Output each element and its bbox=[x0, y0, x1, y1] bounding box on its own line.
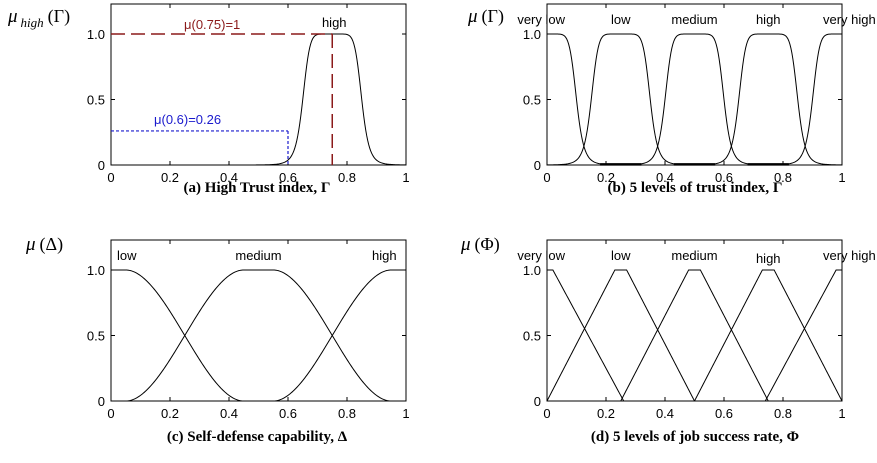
x-tick-label: 0.4 bbox=[656, 170, 674, 185]
y-tick-label: 0 bbox=[98, 394, 105, 409]
mf-label: low bbox=[117, 248, 137, 263]
x-tick-label: 1 bbox=[838, 406, 845, 421]
axes-frame bbox=[110, 239, 407, 402]
chart-caption: (d) 5 levels of job success rate, Φ bbox=[591, 429, 799, 445]
ylabel-argument: (Γ) bbox=[48, 6, 70, 27]
annotation-label: μ(0.6)=0.26 bbox=[154, 112, 221, 127]
mf-label: high bbox=[756, 251, 781, 266]
x-tick-label: 0.8 bbox=[338, 406, 356, 421]
series-line-medium bbox=[111, 269, 406, 402]
y-tick-label: 0.5 bbox=[523, 329, 541, 344]
axes-frame bbox=[546, 239, 843, 402]
y-tick-label: 0 bbox=[534, 394, 541, 409]
annotation-label: μ(0.75)=1 bbox=[184, 17, 240, 32]
mf-label: very low bbox=[517, 12, 565, 27]
mf-label: medium bbox=[671, 12, 717, 27]
x-tick-label: 1 bbox=[838, 170, 845, 185]
x-tick-label: 0.2 bbox=[597, 170, 615, 185]
x-tick-label: 0.6 bbox=[279, 406, 297, 421]
series-line-very-low bbox=[547, 269, 842, 402]
chart-caption: (c) Self-defense capability, Δ bbox=[167, 429, 348, 445]
mf-label: very low bbox=[517, 248, 565, 263]
mf-label: very high bbox=[823, 248, 876, 263]
mf-label: low bbox=[611, 12, 631, 27]
x-tick-label: 0.8 bbox=[338, 170, 356, 185]
y-axis-label: μ (Φ) bbox=[460, 234, 500, 255]
x-tick-label: 0 bbox=[107, 170, 114, 185]
y-tick-label: 1.0 bbox=[523, 27, 541, 42]
x-tick-label: 0.8 bbox=[774, 170, 792, 185]
chart-caption: (b) 5 levels of trust index, Γ bbox=[608, 180, 783, 196]
x-tick-label: 0.6 bbox=[279, 170, 297, 185]
series-line-high bbox=[111, 269, 406, 402]
x-tick-label: 0.4 bbox=[656, 406, 674, 421]
mf-label: low bbox=[611, 248, 631, 263]
series-line-low bbox=[111, 269, 406, 402]
x-tick-label: 0 bbox=[543, 170, 550, 185]
x-tick-label: 1 bbox=[402, 406, 409, 421]
x-tick-label: 0.6 bbox=[715, 170, 733, 185]
x-tick-label: 0 bbox=[107, 406, 114, 421]
x-tick-label: 0.6 bbox=[715, 406, 733, 421]
mf-label: very high bbox=[823, 12, 876, 27]
y-tick-label: 1.0 bbox=[87, 27, 105, 42]
series-line-high bbox=[111, 33, 407, 166]
mf-label: high bbox=[322, 15, 347, 30]
series-line-high bbox=[547, 269, 843, 402]
chart-panel-2: 0 0.2 0.4 0.6 0.8 1 0 0.5 1.0 low medium high μ (Δ) (c… bbox=[25, 234, 410, 445]
series-line-very-high bbox=[547, 269, 842, 402]
series-line-low bbox=[546, 269, 842, 402]
y-tick-label: 1.0 bbox=[523, 263, 541, 278]
x-tick-label: 0.4 bbox=[220, 170, 238, 185]
y-axis-label: μ (Γ) bbox=[467, 6, 504, 27]
y-tick-label: 0.5 bbox=[523, 93, 541, 108]
ylabel-symbol: μ bbox=[460, 234, 471, 255]
chart-caption: (a) High Trust index, Γ bbox=[184, 180, 331, 196]
y-axis-label: μ (Δ) bbox=[25, 234, 63, 255]
x-tick-label: 0.2 bbox=[597, 406, 615, 421]
y-axis-label: μ high (Γ) bbox=[7, 6, 70, 30]
ylabel-argument: (Γ) bbox=[482, 6, 504, 27]
mf-label: medium bbox=[235, 248, 281, 263]
x-tick-label: 0.8 bbox=[774, 406, 792, 421]
mf-label: high bbox=[372, 248, 397, 263]
axes-frame bbox=[110, 3, 407, 166]
y-tick-label: 0 bbox=[98, 158, 105, 173]
x-tick-label: 1 bbox=[402, 170, 409, 185]
y-tick-label: 0 bbox=[534, 158, 541, 173]
ylabel-symbol: μ bbox=[25, 234, 36, 255]
ylabel-subscript: high bbox=[21, 15, 44, 30]
ylabel-symbol: μ bbox=[467, 6, 478, 27]
chart-panel-0: 0 0.2 0.4 0.6 0.8 1 0 0.5 1.0 high μ(0.75)=1 μ(0.6)… bbox=[7, 3, 410, 196]
x-tick-label: 0.4 bbox=[220, 406, 238, 421]
y-tick-label: 0.5 bbox=[87, 329, 105, 344]
ylabel-argument: (Φ) bbox=[475, 234, 500, 255]
y-tick-label: 1.0 bbox=[87, 263, 105, 278]
ylabel-symbol: μ bbox=[7, 6, 18, 27]
mf-label: high bbox=[756, 12, 781, 27]
y-tick-label: 0.5 bbox=[87, 93, 105, 108]
x-tick-label: 0.2 bbox=[161, 170, 179, 185]
ylabel-argument: (Δ) bbox=[40, 234, 64, 255]
axes-frame bbox=[546, 3, 843, 166]
mf-label: medium bbox=[671, 248, 717, 263]
x-tick-label: 0 bbox=[543, 406, 550, 421]
series-line-medium bbox=[547, 269, 842, 402]
x-tick-label: 0.2 bbox=[161, 406, 179, 421]
